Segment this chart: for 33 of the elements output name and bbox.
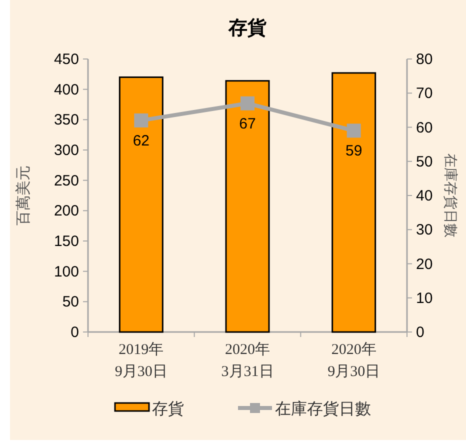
data-label: 59: [345, 142, 362, 160]
legend-label: 存貨: [152, 400, 184, 418]
y-tick-label: 400: [54, 81, 79, 98]
y-tick-label: 50: [62, 294, 79, 311]
chart-title: 存貨: [228, 17, 266, 39]
data-label: 67: [239, 115, 256, 132]
y-tick-label: 200: [54, 202, 79, 220]
y-tick-label: 350: [54, 112, 79, 129]
point: [346, 124, 361, 138]
y2-tick-label: 10: [416, 290, 433, 307]
y2-axis-title: 在庫存貨日數: [442, 154, 458, 238]
y2-tick-label: 50: [416, 153, 433, 170]
legend-label: 在庫存貨日數: [275, 400, 371, 418]
point: [240, 96, 254, 110]
y2-tick-label: 40: [416, 188, 433, 204]
y-tick-label: 300: [54, 142, 79, 159]
x-tick-label: 2020年 3月31日: [221, 341, 274, 380]
y2-tick-label: 0: [416, 324, 424, 341]
y-tick-label: 250: [54, 172, 79, 190]
y-axis-title: 百萬美元: [15, 166, 32, 226]
x-tick-label: 2020年 9月30日: [328, 341, 380, 380]
y-tick-label: 100: [54, 263, 79, 280]
y-tick-label: 0: [70, 324, 79, 341]
y2-tick-label: 20: [416, 256, 433, 273]
y-tick-label: 450: [54, 51, 79, 68]
data-label: 62: [132, 132, 150, 150]
y2-tick-label: 30: [416, 222, 433, 239]
y2-tick-label: 70: [416, 85, 433, 102]
point: [134, 113, 148, 128]
y2-tick-label: 60: [416, 119, 433, 136]
y2-tick-label: 80: [416, 51, 433, 68]
y-tick-label: 150: [54, 233, 79, 250]
x-tick-label: 2019年 9月30日: [114, 341, 168, 380]
